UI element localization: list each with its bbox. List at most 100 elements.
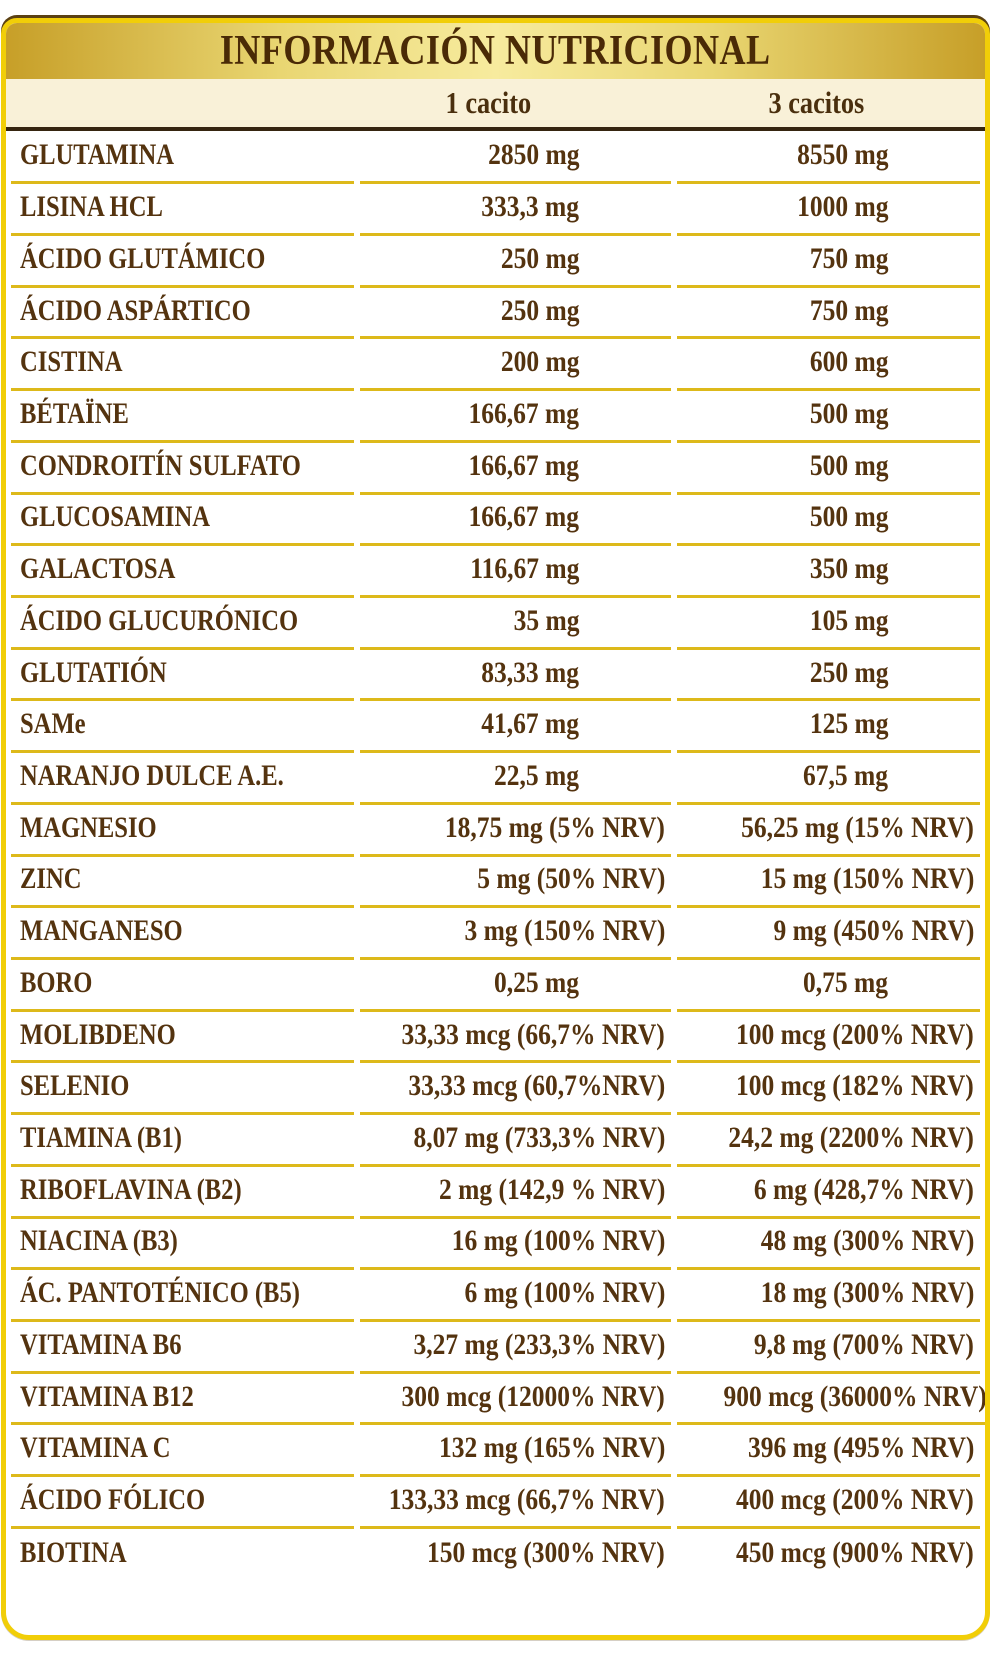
nutrient-label-cell: VITAMINA B6	[11, 1319, 355, 1374]
value-3-cacitos: 750 mg	[809, 293, 888, 327]
table-row: GLUTATIÓN 83,33 mg 250 mg	[6, 647, 985, 702]
nutrient-label-cell: ÁCIDO GLUTÁMICO	[11, 233, 355, 288]
value-3-cacitos-cell: 400 mcg (200% NRV)	[677, 1474, 980, 1529]
value-1-cacito-cell: 33,33 mcg (66,7% NRV)	[360, 1009, 672, 1064]
value-3-cacitos: 350 mg	[809, 552, 888, 586]
table-title: INFORMACIÓN NUTRICIONAL	[220, 28, 771, 74]
value-3-cacitos-cell: 350 mg	[677, 543, 980, 598]
table-row: GLUCOSAMINA 166,67 mg 500 mg	[6, 493, 985, 547]
value-3-cacitos-cell: 0,75 mg	[677, 957, 980, 1012]
value-1-cacito: 133,33 mcg (66,7% NRV)	[389, 1483, 666, 1517]
nutrient-label: ÁCIDO FÓLICO	[20, 1483, 206, 1517]
value-1-cacito: 41,67 mg	[481, 707, 580, 741]
nutrient-label-cell: ÁCIDO ASPÁRTICO	[11, 285, 355, 340]
value-1-cacito: 35 mg	[513, 603, 580, 637]
value-3-cacitos-cell: 250 mg	[677, 647, 980, 702]
value-3-cacitos: 396 mg (495% NRV)	[747, 1431, 974, 1465]
table-row: NARANJO DULCE A.E. 22,5 mg 67,5 mg	[6, 750, 985, 805]
nutrient-label: NARANJO DULCE A.E.	[20, 758, 284, 792]
value-3-cacitos-cell: 450 mcg (900% NRV)	[677, 1527, 980, 1579]
value-3-cacitos-cell: 9 mg (450% NRV)	[677, 905, 980, 960]
value-3-cacitos: 6 mg (428,7% NRV)	[753, 1172, 974, 1206]
value-1-cacito: 300 mcg (12000% NRV)	[401, 1379, 666, 1413]
nutrient-label: GLUTAMINA	[20, 138, 174, 172]
column-header-1-cacito: 1 cacito	[360, 85, 671, 121]
value-1-cacito-cell: 18,75 mg (5% NRV)	[360, 802, 672, 857]
value-1-cacito-cell: 300 mcg (12000% NRV)	[360, 1371, 672, 1426]
value-3-cacitos: 1000 mg	[796, 190, 888, 224]
nutrient-label: BÉTAÏNE	[20, 396, 129, 430]
nutrient-label: SAMe	[20, 707, 86, 741]
value-1-cacito: 250 mg	[500, 293, 580, 327]
nutrient-label: RIBOFLAVINA (B2)	[20, 1172, 242, 1206]
value-1-cacito: 33,33 mcg (66,7% NRV)	[401, 1017, 666, 1051]
nutrient-label: ÁCIDO GLUCURÓNICO	[20, 603, 299, 637]
value-3-cacitos: 9,8 mg (700% NRV)	[753, 1327, 974, 1361]
table-row: CONDROITÍN SULFATO 166,67 mg 500 mg	[6, 441, 985, 495]
nutrient-label: NIACINA (B3)	[20, 1224, 178, 1258]
nutrient-label-cell: VITAMINA C	[11, 1422, 355, 1478]
nutrient-label: VITAMINA B6	[20, 1327, 182, 1361]
value-3-cacitos: 500 mg	[809, 448, 888, 482]
value-1-cacito: 200 mg	[500, 345, 580, 379]
value-1-cacito: 6 mg (100% NRV)	[464, 1276, 666, 1310]
value-1-cacito: 166,67 mg	[468, 500, 580, 534]
value-3-cacitos: 750 mg	[809, 241, 888, 275]
value-3-cacitos-cell: 125 mg	[677, 698, 980, 754]
nutrient-label-cell: VITAMINA B12	[11, 1371, 355, 1426]
value-3-cacitos-cell: 750 mg	[677, 233, 980, 288]
nutrient-label-cell: NARANJO DULCE A.E.	[11, 750, 355, 805]
nutrient-label-cell: RIBOFLAVINA (B2)	[11, 1164, 355, 1219]
table-row: VITAMINA C 132 mg (165% NRV) 396 mg (495…	[6, 1422, 985, 1478]
value-3-cacitos-cell: 100 mcg (200% NRV)	[677, 1009, 980, 1064]
nutrient-label: CISTINA	[20, 345, 123, 379]
value-3-cacitos: 100 mcg (200% NRV)	[736, 1017, 974, 1051]
value-3-cacitos: 100 mcg (182% NRV)	[736, 1069, 974, 1103]
value-1-cacito-cell: 3 mg (150% NRV)	[360, 905, 672, 960]
table-row: CISTINA 200 mg 600 mg	[6, 336, 985, 392]
table-title-band: INFORMACIÓN NUTRICIONAL	[6, 23, 985, 79]
column-header-3-cacitos-label: 3 cacitos	[768, 85, 864, 120]
nutrient-label-cell: GLUTATIÓN	[11, 647, 355, 702]
value-3-cacitos: 500 mg	[809, 500, 888, 534]
value-1-cacito-cell: 200 mg	[360, 336, 672, 392]
value-3-cacitos-cell: 500 mg	[677, 388, 980, 443]
value-3-cacitos-cell: 8550 mg	[677, 130, 980, 185]
table-row: LISINA HCL 333,3 mg 1000 mg	[6, 181, 985, 236]
value-1-cacito: 166,67 mg	[468, 448, 580, 482]
column-header-3-cacitos: 3 cacitos	[677, 85, 980, 121]
table-row: ÁCIDO GLUCURÓNICO 35 mg 105 mg	[6, 595, 985, 650]
nutrient-label: ÁC. PANTOTÉNICO (B5)	[20, 1276, 300, 1310]
value-1-cacito-cell: 6 mg (100% NRV)	[360, 1267, 672, 1323]
nutrient-label: ÁCIDO GLUTÁMICO	[20, 241, 266, 275]
value-1-cacito: 22,5 mg	[494, 758, 580, 792]
column-header-1-cacito-label: 1 cacito	[445, 85, 531, 120]
value-3-cacitos: 0,75 mg	[803, 965, 888, 999]
table-row: RIBOFLAVINA (B2) 2 mg (142,9 % NRV) 6 mg…	[6, 1164, 985, 1219]
value-3-cacitos-cell: 48 mg (300% NRV)	[677, 1216, 980, 1271]
nutrient-label-cell: ÁCIDO GLUCURÓNICO	[11, 595, 355, 650]
value-3-cacitos-cell: 600 mg	[677, 336, 980, 392]
value-3-cacitos: 15 mg (150% NRV)	[760, 862, 974, 896]
value-3-cacitos-cell: 15 mg (150% NRV)	[677, 854, 980, 909]
nutrient-label: GALACTOSA	[20, 552, 176, 586]
value-3-cacitos: 8550 mg	[796, 138, 888, 172]
table-row: MAGNESIO 18,75 mg (5% NRV) 56,25 mg (15%…	[6, 802, 985, 857]
value-3-cacitos: 500 mg	[809, 396, 888, 430]
nutrient-label: BORO	[20, 965, 93, 999]
value-1-cacito-cell: 35 mg	[360, 595, 672, 650]
nutrient-label-cell: SELENIO	[11, 1060, 355, 1116]
value-1-cacito-cell: 41,67 mg	[360, 698, 672, 754]
table-row: NIACINA (B3) 16 mg (100% NRV) 48 mg (300…	[6, 1216, 985, 1271]
value-1-cacito-cell: 333,3 mg	[360, 181, 672, 236]
column-header-row: 1 cacito 3 cacitos	[6, 79, 985, 131]
value-1-cacito-cell: 116,67 mg	[360, 543, 672, 598]
value-3-cacitos-cell: 56,25 mg (15% NRV)	[677, 802, 980, 857]
value-1-cacito-cell: 132 mg (165% NRV)	[360, 1422, 672, 1478]
nutrient-label-cell: BIOTINA	[11, 1527, 354, 1579]
nutrient-label: ZINC	[20, 862, 82, 896]
value-3-cacitos: 48 mg (300% NRV)	[760, 1224, 974, 1258]
table-row: ÁCIDO GLUTÁMICO 250 mg 750 mg	[6, 233, 985, 288]
nutrient-label: BIOTINA	[20, 1536, 127, 1570]
value-3-cacitos: 56,25 mg (15% NRV)	[741, 810, 974, 844]
